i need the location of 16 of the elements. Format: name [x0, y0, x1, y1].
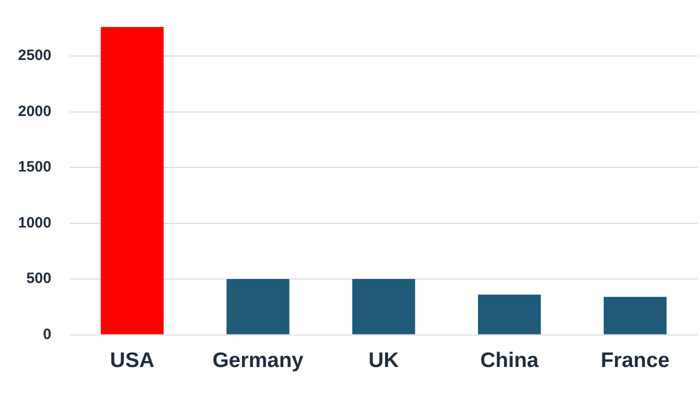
y-tick-label: 0	[43, 326, 52, 343]
y-tick-label: 2000	[18, 102, 52, 120]
y-tick-label: 500	[26, 270, 52, 288]
y-tick-label: 2500	[18, 47, 52, 64]
x-tick-label: France	[600, 349, 670, 372]
bar	[352, 279, 416, 334]
y-tick-label: 1500	[18, 158, 52, 176]
x-tick-label: USA	[110, 349, 154, 372]
x-tick-label: UK	[368, 349, 399, 372]
x-tick-label: Germany	[212, 349, 304, 372]
bar	[226, 279, 290, 334]
bar	[478, 294, 541, 334]
y-tick-label: 1000	[18, 214, 52, 232]
x-tick-label: China	[480, 349, 539, 372]
bar	[100, 27, 164, 334]
bar	[604, 296, 667, 334]
